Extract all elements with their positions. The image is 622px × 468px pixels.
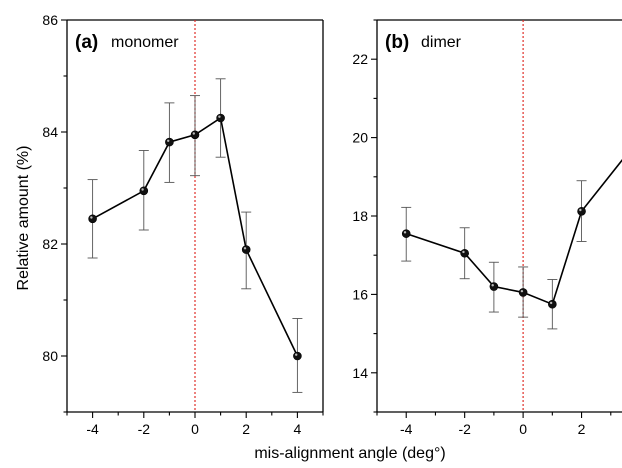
y-tick-label: 86 — [42, 12, 58, 28]
x-tick-label: 4 — [294, 421, 302, 437]
data-point — [88, 214, 97, 224]
data-point — [241, 245, 251, 254]
data-point-highlight — [243, 247, 247, 250]
y-tick-label: 22 — [352, 51, 368, 67]
x-tick-label: 0 — [519, 421, 527, 437]
data-point — [293, 351, 302, 361]
data-point-highlight — [462, 250, 465, 254]
x-tick-label: -4 — [86, 421, 99, 437]
data-point — [216, 113, 225, 123]
x-tick-label: -2 — [458, 421, 471, 437]
data-point — [548, 299, 557, 309]
data-point — [190, 130, 200, 140]
y-tick-label: 14 — [352, 365, 368, 381]
y-axis-title: Relative amount (%) — [15, 146, 32, 291]
y-tick-label: 20 — [352, 130, 368, 146]
data-point — [577, 206, 586, 216]
data-point-highlight — [403, 231, 407, 234]
series-line — [405, 159, 622, 306]
data-point — [401, 229, 411, 238]
data-point — [460, 248, 469, 258]
y-tick-label: 82 — [42, 236, 58, 252]
x-axis-title: mis-alignment angle (deg°) — [254, 445, 445, 462]
y-tick-label: 18 — [352, 208, 368, 224]
data-point-highlight — [549, 301, 553, 305]
panel-name: monomer — [111, 34, 179, 51]
data-point — [518, 288, 528, 297]
data-point-highlight — [192, 132, 195, 135]
panel-tag: (a) — [75, 32, 98, 53]
data-point-highlight — [90, 216, 93, 219]
y-tick-label: 84 — [42, 124, 58, 140]
data-point-highlight — [491, 284, 494, 287]
panel-monomer: -4 -2 0 2 4 80 82 84 86 (a) monomer — [42, 12, 324, 437]
panel-tag: (b) — [385, 32, 409, 53]
panel-dimer: -4-20241416182022(b)dimer — [352, 19, 622, 437]
x-tick-label: 0 — [191, 421, 199, 437]
x-tick-label: 2 — [242, 421, 250, 437]
data-point — [139, 186, 149, 196]
x-tick-label: -4 — [400, 421, 413, 437]
data-point — [489, 282, 499, 291]
panel-name: dimer — [421, 34, 462, 51]
data-point-highlight — [295, 353, 298, 356]
data-point-highlight — [579, 208, 582, 212]
y-tick-label: 16 — [352, 286, 368, 302]
y-tick-label: 80 — [42, 348, 58, 364]
data-point-highlight — [218, 115, 221, 118]
data-point-highlight — [520, 289, 524, 293]
data-point-highlight — [141, 188, 144, 191]
data-point-highlight — [167, 139, 170, 142]
x-tick-label: -2 — [138, 421, 151, 437]
x-tick-label: 2 — [578, 421, 586, 437]
data-point — [165, 137, 174, 147]
